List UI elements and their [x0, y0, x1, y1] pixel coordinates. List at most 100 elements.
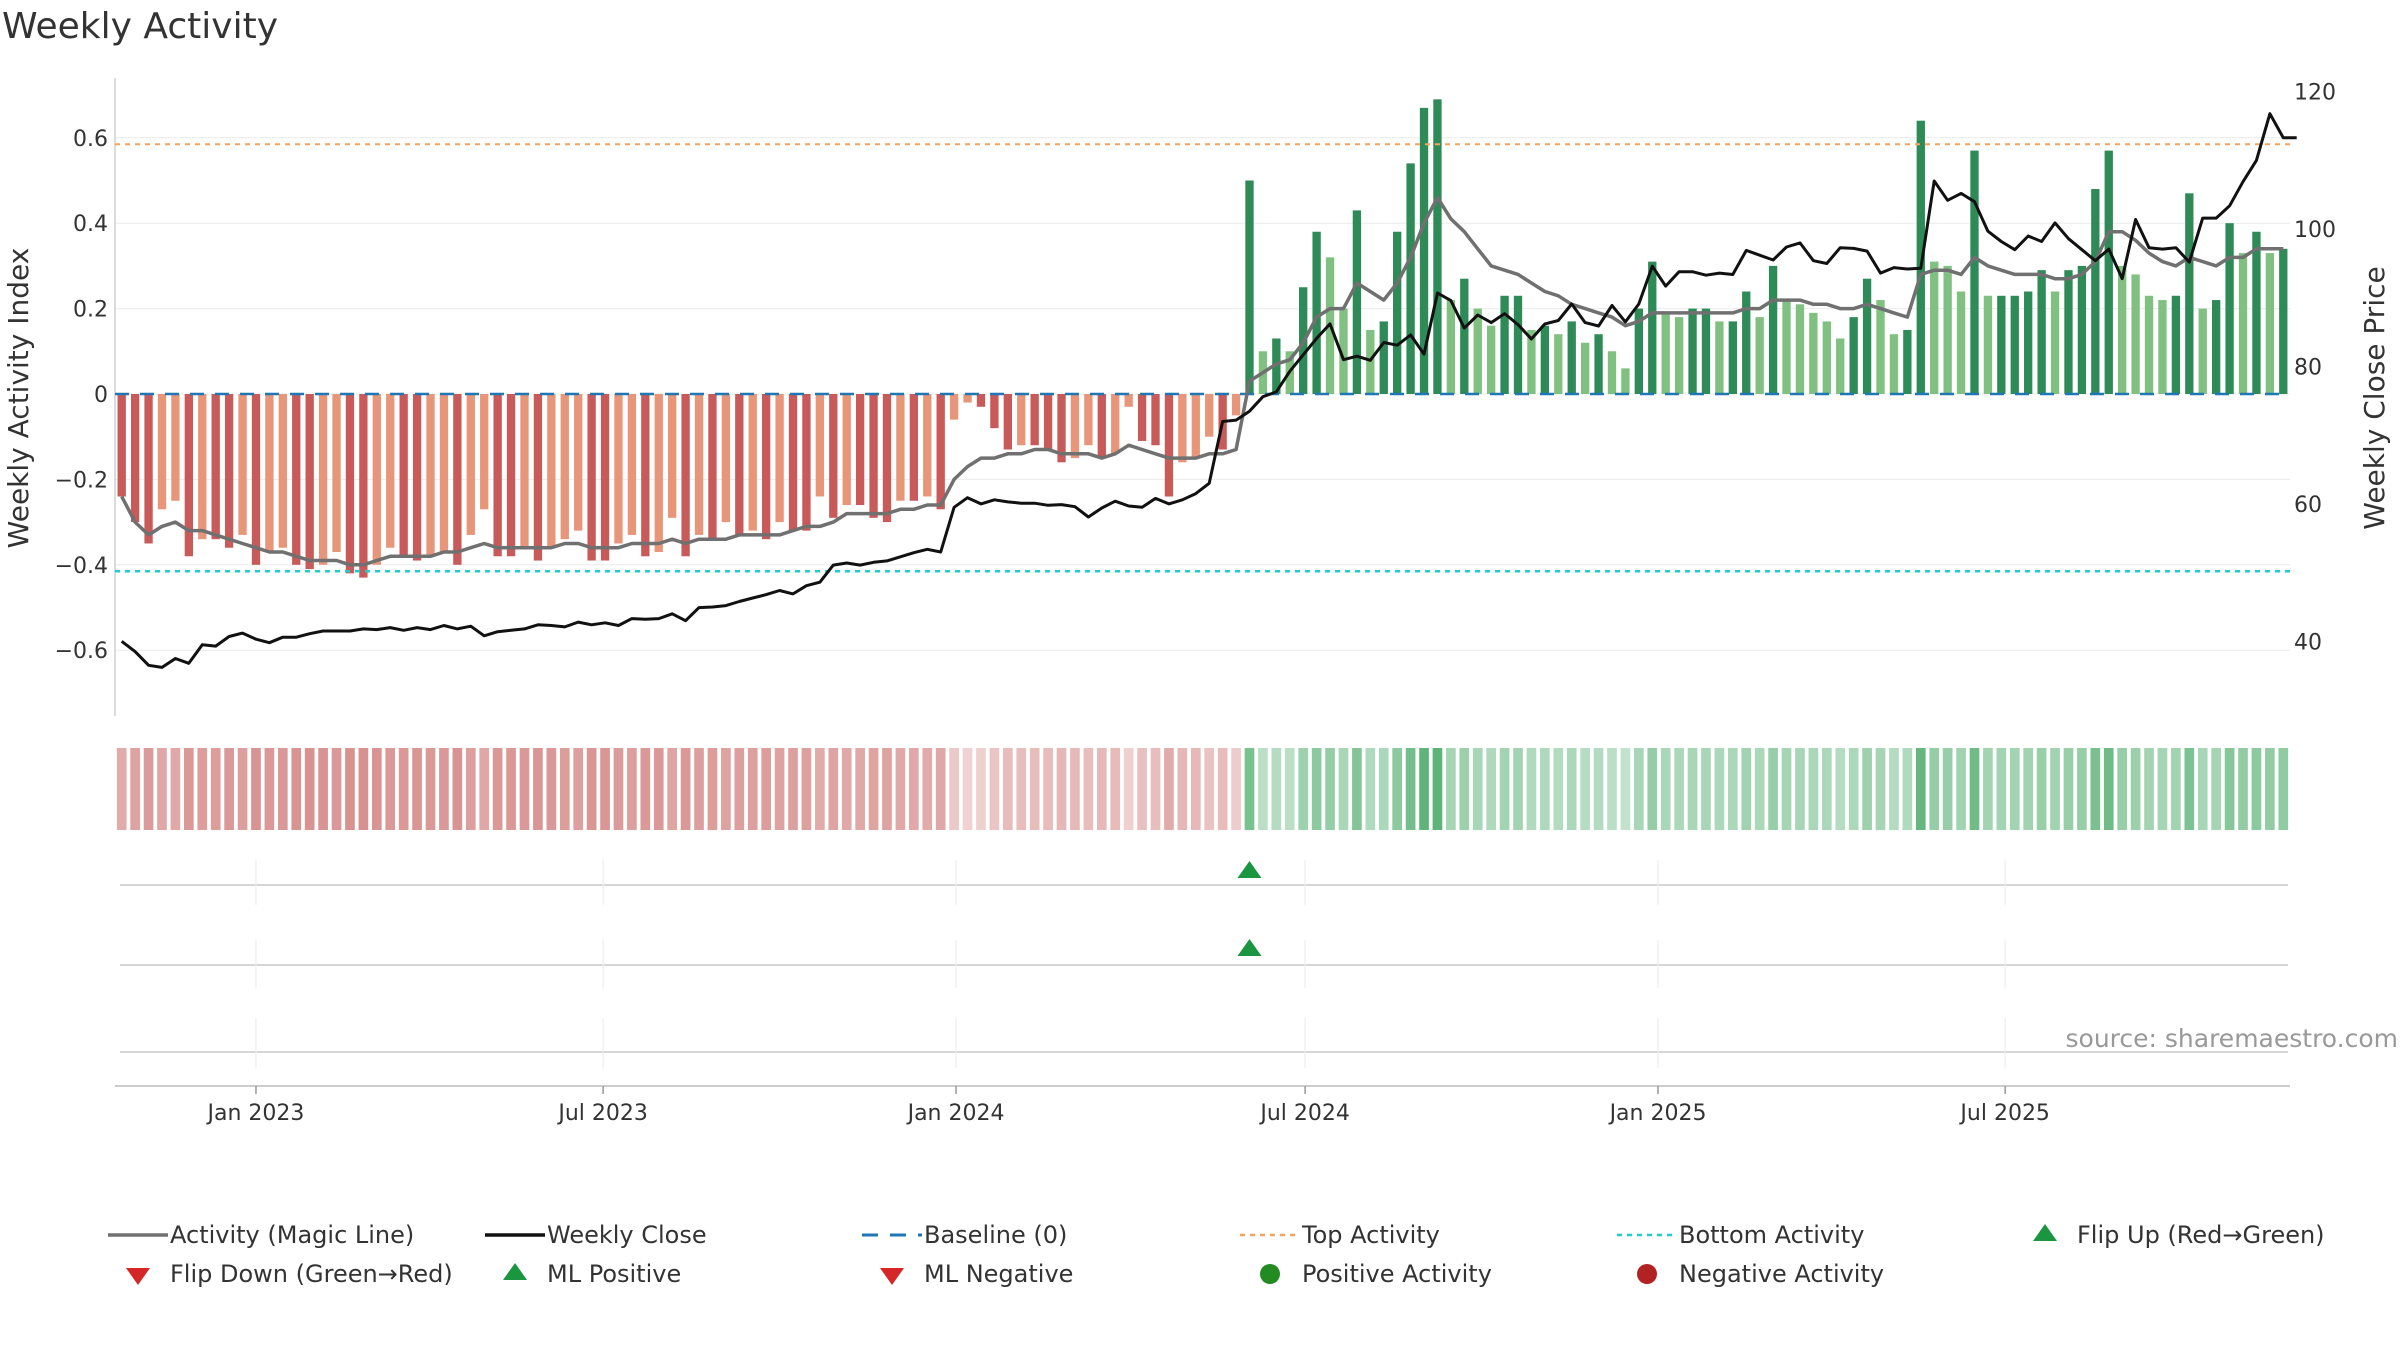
strip-cell: [398, 748, 409, 830]
strip-cell: [1137, 748, 1147, 830]
strip-cell: [667, 748, 678, 830]
strip-cell: [640, 748, 651, 830]
strip-cell: [1996, 748, 2007, 830]
strip-cell: [1083, 748, 1094, 830]
strip-cell: [1472, 748, 1483, 830]
strip-cell: [1580, 748, 1590, 830]
activity-bar: [923, 394, 932, 497]
activity-bar: [2279, 248, 2288, 394]
activity-bar: [1997, 295, 2006, 394]
strip-cell: [2130, 748, 2141, 830]
y-axis-left-ticks: −0.6 −0.4 −0.2 0 0.2 0.4 0.6: [55, 127, 108, 664]
activity-bar: [211, 394, 220, 540]
activity-bar: [198, 394, 207, 540]
activity-bar: [359, 394, 368, 578]
strip-cell: [1875, 748, 1886, 830]
strip-cell: [130, 748, 140, 830]
activity-heat-strip: [116, 748, 2289, 830]
strip-cell: [546, 748, 557, 830]
strip-cell: [1177, 748, 1188, 830]
activity-bar: [224, 394, 234, 548]
activity-bar: [332, 394, 341, 552]
activity-bar: [694, 394, 704, 535]
x-axis: Jan 2023 Jul 2023 Jan 2024 Jul 2024 Jan 2025…: [115, 1085, 2290, 1126]
magic-line: [120, 195, 2284, 567]
activity-bar: [2265, 253, 2275, 394]
strip-cell: [251, 748, 261, 830]
activity-bar: [574, 394, 583, 531]
activity-bar: [815, 394, 825, 497]
activity-bar: [1124, 394, 1133, 407]
activity-bar: [1419, 107, 1429, 394]
legend-swatch-up-triangle: [2033, 1224, 2057, 1241]
activity-bar: [2050, 291, 2060, 394]
legend-label: Top Activity: [1301, 1221, 1440, 1249]
activity-bar: [184, 394, 194, 557]
activity-bar: [1956, 291, 1966, 394]
strip-cell: [1647, 748, 1658, 830]
strip-cell: [828, 748, 839, 830]
strip-cell: [318, 748, 328, 830]
y-left-tick-label: 0.4: [73, 212, 108, 237]
activity-bar: [1084, 394, 1093, 446]
strip-cell: [2278, 748, 2289, 830]
activity-bar: [2118, 265, 2127, 394]
strip-cell: [680, 748, 691, 830]
activity-bar: [1460, 278, 1469, 394]
activity-bar: [909, 394, 919, 501]
activity-bar: [1862, 278, 1872, 394]
strip-cell: [949, 748, 959, 830]
strip-cell: [694, 748, 704, 830]
activity-bar: [480, 394, 489, 510]
strip-cell: [2197, 748, 2208, 830]
strip-cell: [815, 748, 825, 830]
strip-cell: [1405, 748, 1416, 830]
activity-bar: [1836, 338, 1845, 394]
strip-cell: [1378, 748, 1389, 830]
strip-cell: [1929, 748, 1940, 830]
legend-label: Negative Activity: [1679, 1260, 1884, 1288]
activity-bar: [1272, 338, 1281, 394]
y-left-tick-label: −0.4: [55, 554, 108, 579]
activity-bar: [1500, 295, 1509, 394]
strip-cell: [1889, 748, 1899, 830]
legend-swatch-positive-dot: [1260, 1264, 1280, 1284]
strip-cell: [143, 748, 154, 830]
strip-cell: [345, 748, 355, 830]
y-axis-right-ticks: 40 60 80 100 120: [2294, 81, 2336, 656]
y-left-tick-label: 0.2: [73, 298, 108, 323]
strip-cell: [304, 748, 315, 830]
strip-cell: [1338, 748, 1349, 830]
strip-cell: [1848, 748, 1859, 830]
activity-bar: [1191, 394, 1200, 459]
activity-bar: [1822, 321, 1831, 394]
activity-bar: [1245, 180, 1254, 394]
strip-cell: [1607, 748, 1617, 830]
strip-cell: [1593, 748, 1604, 830]
activity-bar: [466, 394, 475, 535]
activity-bar: [681, 394, 690, 557]
activity-bar: [265, 394, 274, 552]
activity-bar: [2211, 300, 2221, 394]
y-axis-left-label: Weekly Activity Index: [2, 248, 35, 549]
strip-cell: [1808, 748, 1819, 830]
activity-bar: [2238, 253, 2248, 394]
strip-cell: [1392, 748, 1403, 830]
x-tick-label: Jan 2023: [206, 1101, 305, 1126]
activity-bar: [2225, 223, 2234, 394]
activity-bar: [2064, 270, 2073, 394]
activity-bar: [802, 394, 811, 531]
activity-bar: [2091, 189, 2100, 394]
activity-bar: [1513, 295, 1523, 394]
activity-bar: [1701, 308, 1711, 394]
strip-cell: [2251, 748, 2262, 830]
strip-cell: [331, 748, 342, 830]
activity-bar: [1043, 394, 1053, 450]
activity-bar: [1393, 231, 1402, 394]
activity-bar: [1715, 321, 1724, 394]
activity-bar: [641, 394, 650, 557]
strip-cell: [922, 748, 933, 830]
strip-cell: [613, 748, 624, 830]
activity-bar: [627, 394, 637, 535]
strip-cell: [2171, 748, 2181, 830]
